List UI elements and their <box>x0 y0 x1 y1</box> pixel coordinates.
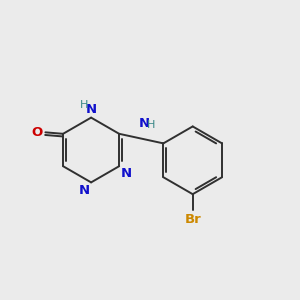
Text: N: N <box>120 167 131 180</box>
Text: O: O <box>31 126 42 139</box>
Text: N: N <box>79 184 90 197</box>
Text: H: H <box>146 120 155 130</box>
Text: Br: Br <box>184 213 201 226</box>
Text: H: H <box>80 100 88 110</box>
Text: N: N <box>85 103 97 116</box>
Text: N: N <box>139 117 150 130</box>
